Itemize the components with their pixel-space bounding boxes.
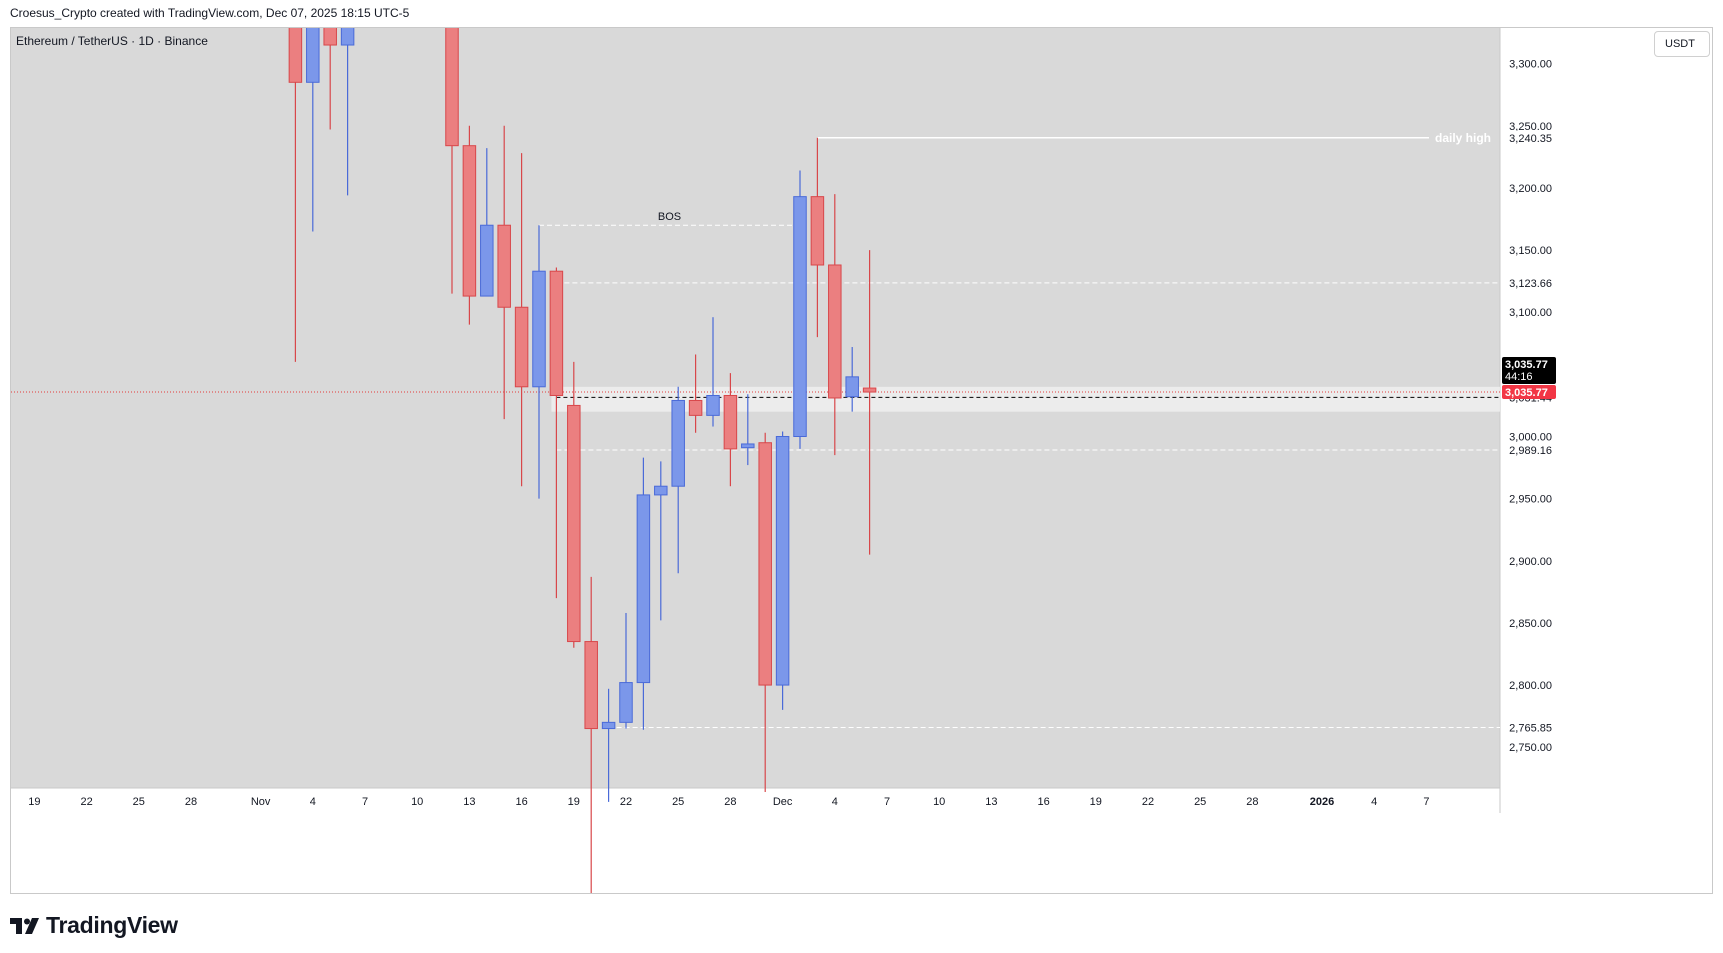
candle-body <box>462 145 477 297</box>
time-tick-label: 25 <box>672 796 684 808</box>
price-badge-label: 2,989.16 <box>1509 445 1552 457</box>
time-tick-label: 13 <box>463 796 475 808</box>
candle-body <box>775 436 790 686</box>
price-badge-label: 2,765.85 <box>1509 723 1552 735</box>
price-chart[interactable]: daily highdaily lowBOS 3,300.003,250.003… <box>11 28 1713 894</box>
price-badge-bg <box>1502 442 1558 457</box>
candle-body <box>723 394 738 450</box>
tradingview-logo-icon <box>10 917 39 934</box>
time-tick-label: 13 <box>985 796 997 808</box>
candle-body <box>810 196 825 266</box>
time-axis-layer: 1619222528Nov4710131619222528Dec47101316… <box>28 796 1429 808</box>
price-tick-label: 2,950.00 <box>1509 494 1552 506</box>
time-tick-label: 7 <box>884 796 890 808</box>
time-tick-label: 19 <box>568 796 580 808</box>
price-tick-label: 3,200.00 <box>1509 183 1552 195</box>
candle-body <box>828 264 842 399</box>
chart-attribution: Croesus_Crypto created with TradingView.… <box>10 6 410 20</box>
candle-body <box>654 485 668 496</box>
price-tick-label: 2,800.00 <box>1509 680 1552 692</box>
price-axis-area[interactable] <box>1500 28 1713 788</box>
candle-body <box>845 376 859 398</box>
candle-body <box>601 721 616 730</box>
price-badge-bg <box>1502 275 1558 290</box>
price-badge-label: 3,240.35 <box>1509 133 1552 145</box>
time-tick-label: 10 <box>933 796 945 808</box>
candle-body <box>706 394 720 416</box>
time-tick-label: 16 <box>1037 796 1049 808</box>
price-axis-layer: 3,300.00 3,250.00 3,200.00 3,150.00 3,100.00… <box>1502 59 1558 754</box>
candle-body <box>584 641 598 730</box>
time-tick-label: 28 <box>1246 796 1258 808</box>
tradingview-logo-text: TradingView <box>46 912 178 938</box>
candle-body <box>497 224 511 308</box>
price-tick-label: 3,150.00 <box>1509 245 1552 257</box>
candle-body <box>688 399 703 416</box>
countdown-price: 3,035.77 <box>1505 359 1548 371</box>
candle-body <box>514 306 529 388</box>
price-badge-bg <box>1502 720 1558 735</box>
time-tick-label: 7 <box>1423 796 1429 808</box>
candle-body <box>567 404 581 643</box>
candle-body <box>619 682 633 723</box>
candle-body <box>306 28 320 83</box>
candles-layer <box>288 28 877 893</box>
time-tick-label: 4 <box>1371 796 1377 808</box>
time-tick-label: 2026 <box>1310 796 1334 808</box>
price-tick-label: 3,000.00 <box>1509 432 1552 444</box>
last-price-label: 3,035.77 <box>1505 387 1548 399</box>
candle-body <box>445 28 459 147</box>
candle-body <box>532 270 546 388</box>
candle-body <box>288 28 303 83</box>
candle-body <box>741 443 755 449</box>
last-price-badge <box>1502 385 1556 400</box>
time-tick-label: 25 <box>1194 796 1206 808</box>
candle-body <box>862 387 877 393</box>
time-tick-label: 19 <box>28 796 40 808</box>
time-tick-label: 19 <box>1090 796 1102 808</box>
price-tick-label: 2,850.00 <box>1509 618 1552 630</box>
candle-body <box>480 224 494 297</box>
time-tick-label: 4 <box>832 796 838 808</box>
time-tick-label: 25 <box>133 796 145 808</box>
candle-body <box>671 399 685 487</box>
time-tick-label: 28 <box>724 796 736 808</box>
candle-body <box>758 442 772 686</box>
candle-body <box>793 196 807 437</box>
currency-button[interactable]: USDT <box>1654 31 1710 57</box>
price-tick-label: 3,250.00 <box>1509 121 1552 133</box>
countdown-badge <box>1502 357 1556 385</box>
candle-body <box>340 28 355 46</box>
chart-container[interactable]: daily highdaily lowBOS 3,300.003,250.003… <box>10 27 1713 894</box>
time-tick-label: Dec <box>773 796 793 808</box>
time-axis-area[interactable] <box>11 788 1713 894</box>
tradingview-logo[interactable]: TradingView <box>10 912 178 939</box>
symbol-title[interactable]: Ethereum / TetherUS · 1D · Binance <box>16 34 208 48</box>
candle-body <box>636 494 651 684</box>
price-tick-label: 3,300.00 <box>1509 59 1552 71</box>
price-tick-label: 3,100.00 <box>1509 307 1552 319</box>
price-tick-label: 2,750.00 <box>1509 742 1552 754</box>
bos-label: BOS <box>658 211 681 223</box>
price-tick-label: 2,900.00 <box>1509 556 1552 568</box>
candle-body <box>549 270 564 396</box>
countdown-timer: 44:16 <box>1505 371 1533 383</box>
time-tick-label: 10 <box>411 796 423 808</box>
price-badge-bg <box>1502 130 1558 145</box>
time-tick-label: 28 <box>185 796 197 808</box>
time-tick-label: Nov <box>251 796 271 808</box>
time-tick-label: 4 <box>310 796 316 808</box>
price-badge-label: 3,123.66 <box>1509 278 1552 290</box>
time-tick-label: 16 <box>515 796 527 808</box>
candle-body <box>323 28 337 46</box>
time-tick-label: 22 <box>1142 796 1154 808</box>
time-tick-label: 22 <box>620 796 632 808</box>
time-tick-label: 22 <box>80 796 92 808</box>
time-tick-label: 7 <box>362 796 368 808</box>
level-label: daily high <box>1435 131 1491 145</box>
